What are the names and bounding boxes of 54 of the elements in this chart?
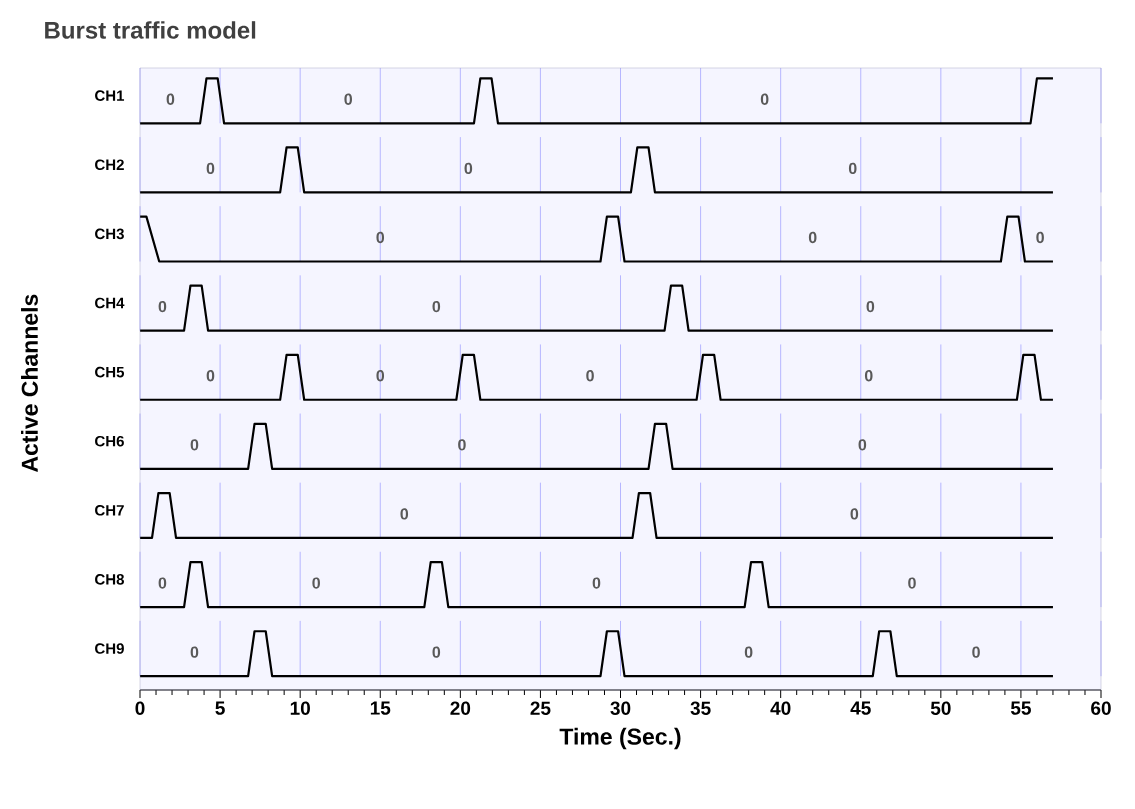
annotation: 0 [376,231,385,244]
annotation: 0 [1036,231,1044,244]
annotation: 0 [312,577,320,589]
annotation: 0 [866,300,875,313]
annotation: 0 [376,370,385,382]
annotation: 0 [158,300,167,313]
x-tick-label: 10 [290,701,310,715]
x-tick-label: 30 [610,701,631,716]
y-axis-title: CH9 [95,643,124,654]
x-tick-label: 45 [850,701,871,715]
x-tick-label: 0 [135,701,145,715]
annotation: 0 [158,577,167,589]
annotation: 0 [858,439,867,451]
x-tick-label: 55 [1010,701,1031,715]
annotation: 0 [848,162,857,175]
annotation: 0 [972,646,980,658]
x-tick-label: 60 [1091,701,1111,715]
annotation: 0 [400,508,409,520]
annotation: 0 [190,439,199,451]
x-tick-label: 35 [690,701,711,716]
annotation: 0 [206,370,215,382]
annotation: 0 [432,646,441,658]
annotation: 0 [850,508,859,520]
annotation: 0 [190,646,199,658]
y-axis-title: CH3 [95,228,124,240]
x-axis-title: Time (Sec.) [559,727,681,750]
y-axis-title: CH5 [95,366,125,378]
y-axis-title: CH1 [95,90,125,101]
annotation: 0 [206,162,215,175]
annotation: 0 [808,231,817,244]
x-tick-label: 25 [530,701,551,715]
y-axis-title: CH8 [95,574,124,585]
y-axis-title: CH7 [95,504,124,516]
x-tick-label: 40 [770,701,791,715]
annotation: 0 [592,577,601,589]
y-axis-title: CH4 [95,297,125,309]
x-tick-label: 20 [450,701,471,715]
annotation: 0 [344,93,352,105]
text: Active Channels [21,294,38,473]
x-tick-label: 15 [370,701,391,715]
annotation: 0 [432,300,441,313]
x-tick-label: 50 [930,701,951,715]
annotation: 0 [864,370,873,382]
chart-title: Burst traffic model [45,21,256,39]
annotation: 0 [760,93,769,105]
annotation: 0 [464,162,473,175]
y-axis-title: CH6 [95,435,124,447]
annotation: 0 [458,439,466,451]
y-axis-title: CH2 [95,159,124,171]
x-tick-label: 5 [215,701,225,715]
annotation: 0 [908,577,916,589]
annotation: 0 [166,93,175,105]
annotation: 0 [744,646,753,658]
annotation: 0 [586,370,594,382]
